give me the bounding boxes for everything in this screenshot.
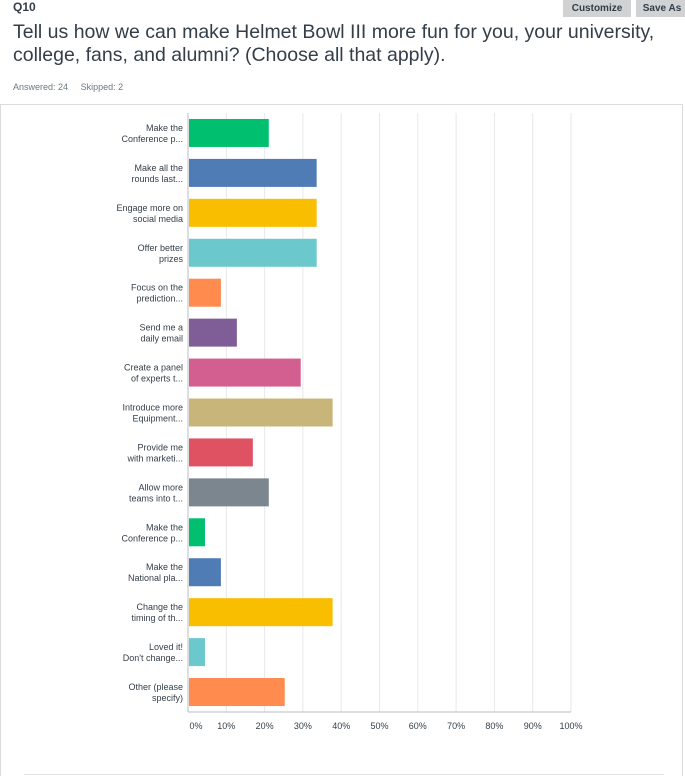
bar (189, 478, 269, 507)
category-label-line: prizes (159, 254, 184, 264)
bar (189, 598, 333, 627)
category-label: Loved it! Don't change... (123, 642, 183, 663)
category-label-line: Create a panel (124, 363, 183, 373)
category-label-line: rounds last... (131, 174, 183, 184)
x-tick-label: 70% (447, 721, 465, 731)
category-label-line: Loved it! (149, 642, 183, 652)
category-label-line: Send me a (139, 323, 183, 333)
bar (189, 638, 205, 667)
bar (189, 198, 317, 227)
response-stats: Answered: 24 Skipped: 2 (13, 82, 123, 92)
category-label-line: Offer better (138, 243, 183, 253)
category-label-line: Make the (146, 123, 183, 133)
category-label-line: teams into t... (129, 493, 183, 503)
category-label-line: National pla... (128, 573, 183, 583)
category-label: Provide me with marketi... (126, 442, 183, 463)
bar (189, 558, 221, 587)
bar (189, 438, 253, 467)
x-tick-label: 50% (370, 721, 388, 731)
category-label-line: Provide me (137, 442, 183, 452)
category-label-line: prediction... (136, 294, 183, 304)
category-label-line: Conference p... (121, 533, 183, 543)
answered-count: Answered: 24 (13, 82, 69, 92)
category-label-line: Focus on the (131, 283, 183, 293)
category-label-line: Engage more on (116, 203, 183, 213)
bar (189, 398, 333, 427)
question-title: Tell us how we can make Helmet Bowl III … (13, 21, 655, 66)
question-number: Q10 (13, 0, 36, 14)
bar (189, 358, 301, 387)
category-label: Make all the rounds last... (131, 163, 183, 184)
x-tick-label: 60% (409, 721, 427, 731)
category-label-line: Don't change... (123, 653, 183, 663)
bar (189, 318, 237, 347)
category-label: Offer better prizes (138, 243, 184, 264)
category-label-line: social media (133, 214, 183, 224)
divider (24, 774, 664, 775)
category-label: Make the Conference p... (121, 522, 183, 543)
x-tick-label: 20% (256, 721, 274, 731)
category-label: Engage more on social media (116, 203, 183, 224)
category-label: Send me a daily email (139, 323, 183, 344)
bar (189, 678, 285, 707)
bar (189, 518, 205, 547)
category-label: Allow more teams into t... (129, 482, 183, 503)
x-tick-label: 100% (559, 721, 582, 731)
skipped-count: Skipped: 2 (80, 82, 124, 92)
category-label-line: of experts t... (131, 374, 183, 384)
category-label: Focus on the prediction... (131, 283, 183, 304)
category-label-line: Change the (136, 602, 183, 612)
category-label-line: daily email (140, 334, 183, 344)
category-label-line: Make the (146, 562, 183, 572)
category-label-line: Equipment... (132, 414, 183, 424)
bar (189, 238, 317, 267)
category-label: Make the National pla... (128, 562, 183, 583)
category-label: Introduce more Equipment... (122, 403, 183, 424)
category-label: Other (please specify) (128, 682, 183, 703)
category-label-line: timing of th... (131, 613, 183, 623)
x-tick-label: 10% (217, 721, 235, 731)
category-label: Create a panel of experts t... (124, 363, 183, 384)
x-tick-label: 90% (524, 721, 542, 731)
x-tick-label: 30% (294, 721, 312, 731)
bar (189, 278, 221, 307)
x-tick-label: 80% (485, 721, 503, 731)
category-label-line: Make all the (134, 163, 183, 173)
x-tick-label: 40% (332, 721, 350, 731)
bar (189, 158, 317, 187)
category-label-line: Make the (146, 522, 183, 532)
category-label-line: Other (please (128, 682, 183, 692)
category-label-line: specify) (152, 693, 183, 703)
category-label-line: with marketi... (126, 453, 183, 463)
customize-button[interactable]: Customize (563, 0, 631, 17)
category-label-line: Conference p... (121, 134, 183, 144)
bar (189, 118, 269, 147)
x-tick-label: 0% (189, 721, 202, 731)
category-label-line: Introduce more (122, 403, 183, 413)
category-label-line: Allow more (138, 482, 183, 492)
save-as-button[interactable]: Save As (636, 0, 685, 17)
category-label: Make the Conference p... (121, 123, 183, 144)
category-label: Change the timing of th... (131, 602, 183, 623)
